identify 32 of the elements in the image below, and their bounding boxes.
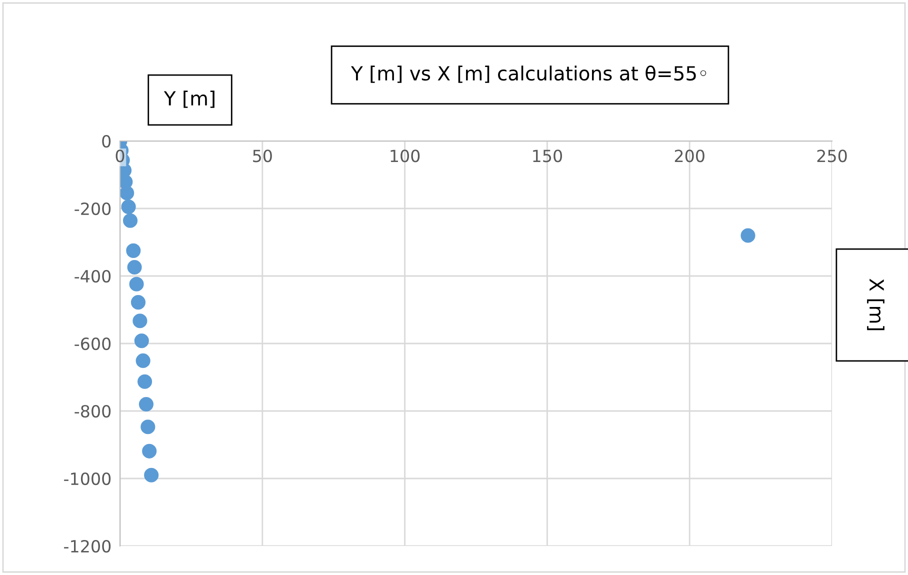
point (137, 374, 152, 389)
text: X [m] (867, 278, 884, 330)
x-tick-label: 250 (817, 150, 847, 162)
y-tick-label: 0 (102, 134, 111, 148)
point (122, 213, 138, 228)
point (130, 295, 146, 310)
chart-title: Y [m] vs X [m] calculations at θ=55◦ (350, 65, 706, 83)
x-tick-label: 200 (674, 150, 704, 162)
y-tick-label: -600 (74, 337, 111, 350)
point (134, 334, 149, 348)
point (140, 420, 156, 434)
point (132, 314, 148, 328)
y-tick-label: -200 (74, 202, 111, 216)
point (142, 444, 157, 458)
point (129, 276, 144, 292)
point (138, 396, 154, 412)
point (127, 260, 142, 275)
y-axis-title: Y [m] (164, 90, 214, 108)
y-tick-label: -1000 (64, 472, 111, 486)
point (120, 186, 134, 200)
y-tick-label: -800 (74, 404, 111, 418)
point (121, 200, 136, 214)
y-tick-label: -400 (74, 270, 111, 283)
point (144, 468, 159, 482)
x-tick-label: 100 (390, 150, 420, 162)
point (740, 228, 756, 243)
x-tick-label: 50 (253, 150, 272, 162)
point (126, 243, 141, 258)
y-tick-label: -1200 (64, 540, 111, 553)
point (136, 353, 150, 368)
x-tick-label: 0 (116, 150, 124, 162)
x-tick-label: 150 (533, 150, 562, 162)
